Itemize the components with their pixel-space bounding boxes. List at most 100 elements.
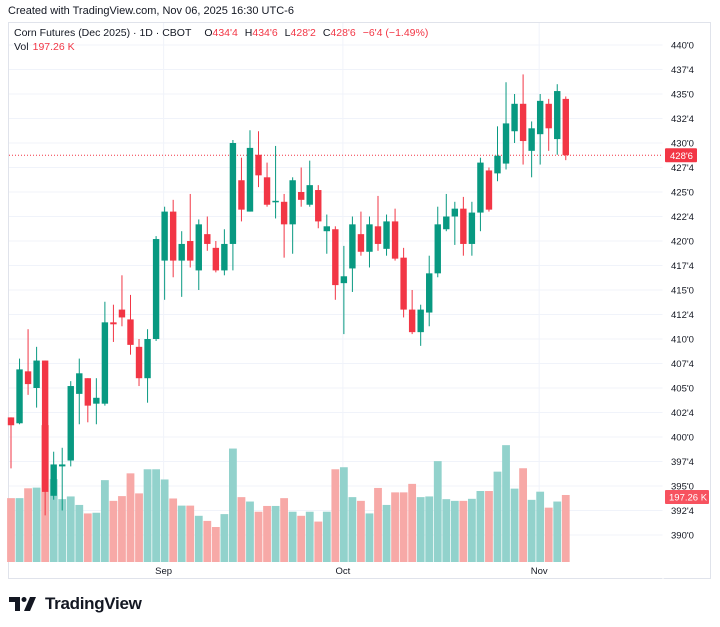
candle-up [195, 224, 202, 271]
candle-down [357, 234, 365, 252]
candle-up [59, 464, 66, 467]
candle-down [519, 103, 527, 142]
candle-up [16, 369, 23, 424]
candle-down [460, 208, 467, 244]
last-price-label: 428'6 [670, 151, 693, 162]
volume-bar [254, 511, 263, 562]
time-tick-label: Oct [335, 566, 350, 577]
volume-bar [58, 499, 67, 562]
candle-up [443, 216, 450, 230]
symbol-title[interactable]: Corn Futures (Dec 2025) · 1D · CBOT [14, 27, 192, 39]
price-tick-label: 400'0 [671, 433, 694, 444]
volume-bar [24, 488, 32, 562]
volume-bar [118, 496, 126, 562]
volume-bar [75, 504, 84, 562]
price-tick-label: 420'0 [671, 237, 694, 248]
candle-up [536, 100, 544, 135]
candle-up [554, 91, 561, 140]
price-tick-label: 412'4 [671, 310, 694, 321]
candle-up [306, 185, 313, 205]
candle-up [152, 239, 160, 339]
volume-bar [339, 467, 348, 562]
volume-bar [493, 471, 502, 562]
candle-up [93, 397, 100, 404]
volume-bar [467, 498, 476, 562]
volume-bar [357, 500, 365, 562]
volume-bar [322, 511, 331, 562]
volume-bar [280, 498, 289, 562]
high-label: H [244, 27, 253, 39]
volume-bar [476, 491, 485, 562]
candle-up [434, 224, 441, 274]
volume-bar [15, 498, 24, 562]
chart-legend: Corn Futures (Dec 2025) · 1D · CBOT O 434… [14, 27, 428, 39]
candle-up [178, 243, 185, 261]
open-label: O [204, 27, 213, 39]
candle-up [229, 143, 237, 244]
close-value: 428'6 [330, 27, 356, 39]
candle-up [468, 212, 476, 244]
candle-up [50, 464, 57, 496]
candle-down [135, 346, 143, 379]
volume-bar [7, 498, 15, 562]
volume-bar [186, 505, 195, 562]
price-tick-label: 430'0 [671, 139, 694, 150]
high-value: 434'6 [252, 27, 278, 39]
volume-bar [135, 493, 143, 562]
low-value: 428'2 [290, 27, 316, 39]
candle-down [374, 226, 382, 244]
candle-down [332, 229, 339, 286]
volume-bar [510, 488, 519, 562]
low-label: L [284, 27, 291, 39]
volume-bar [348, 497, 357, 562]
candle-up [511, 103, 518, 132]
change-value: −6'4 (−1.49%) [362, 27, 429, 39]
volume-bar [66, 496, 75, 562]
volume-bar [374, 487, 382, 562]
volume-bar [450, 500, 459, 562]
watermark-text: Created with TradingView.com, Nov 06, 20… [8, 5, 294, 17]
volume-value: 197.26 K [32, 41, 75, 53]
price-tick-label: 407'4 [671, 359, 694, 370]
price-tick-label: 422'4 [671, 212, 694, 223]
volume-bar [382, 504, 391, 562]
candle-down [127, 319, 134, 345]
candle-up [528, 128, 535, 151]
candle-down [212, 247, 220, 271]
price-tick-label: 415'0 [671, 286, 694, 297]
volume-legend: Vol 197.26 K [14, 41, 75, 53]
candle-down [24, 371, 32, 385]
candle-down [545, 103, 552, 129]
last-price-badge [665, 148, 697, 163]
candle-down [169, 211, 177, 261]
price-tick-label: 392'4 [671, 506, 694, 517]
last-volume-label: 197.26 K [669, 492, 708, 503]
candle-up [221, 243, 228, 271]
candle-up [289, 180, 296, 225]
candle-up [67, 386, 74, 461]
tradingview-logo[interactable]: TradingView [9, 594, 142, 614]
volume-bar [459, 500, 468, 562]
price-tick-label: 417'4 [671, 261, 694, 272]
candle-up [426, 273, 433, 313]
price-tick-label: 437'4 [671, 65, 694, 76]
volume-bar [169, 498, 178, 562]
volume-bar [416, 497, 425, 562]
candle-down [408, 309, 416, 333]
price-tick-label: 435'0 [671, 90, 694, 101]
volume-bar [527, 499, 536, 562]
volume-bar [433, 461, 442, 562]
volume-bar [229, 448, 237, 562]
tradingview-logo-icon [9, 597, 36, 611]
volume-bar [246, 501, 254, 562]
candle-down [118, 309, 126, 318]
volume-bar [553, 501, 562, 562]
candle-down [315, 190, 322, 222]
volume-bar [502, 445, 510, 562]
chart-frame [8, 22, 711, 579]
candle-up [76, 373, 83, 394]
volume-bar [519, 468, 527, 562]
candle-up [477, 162, 484, 213]
candle-up [101, 322, 109, 404]
